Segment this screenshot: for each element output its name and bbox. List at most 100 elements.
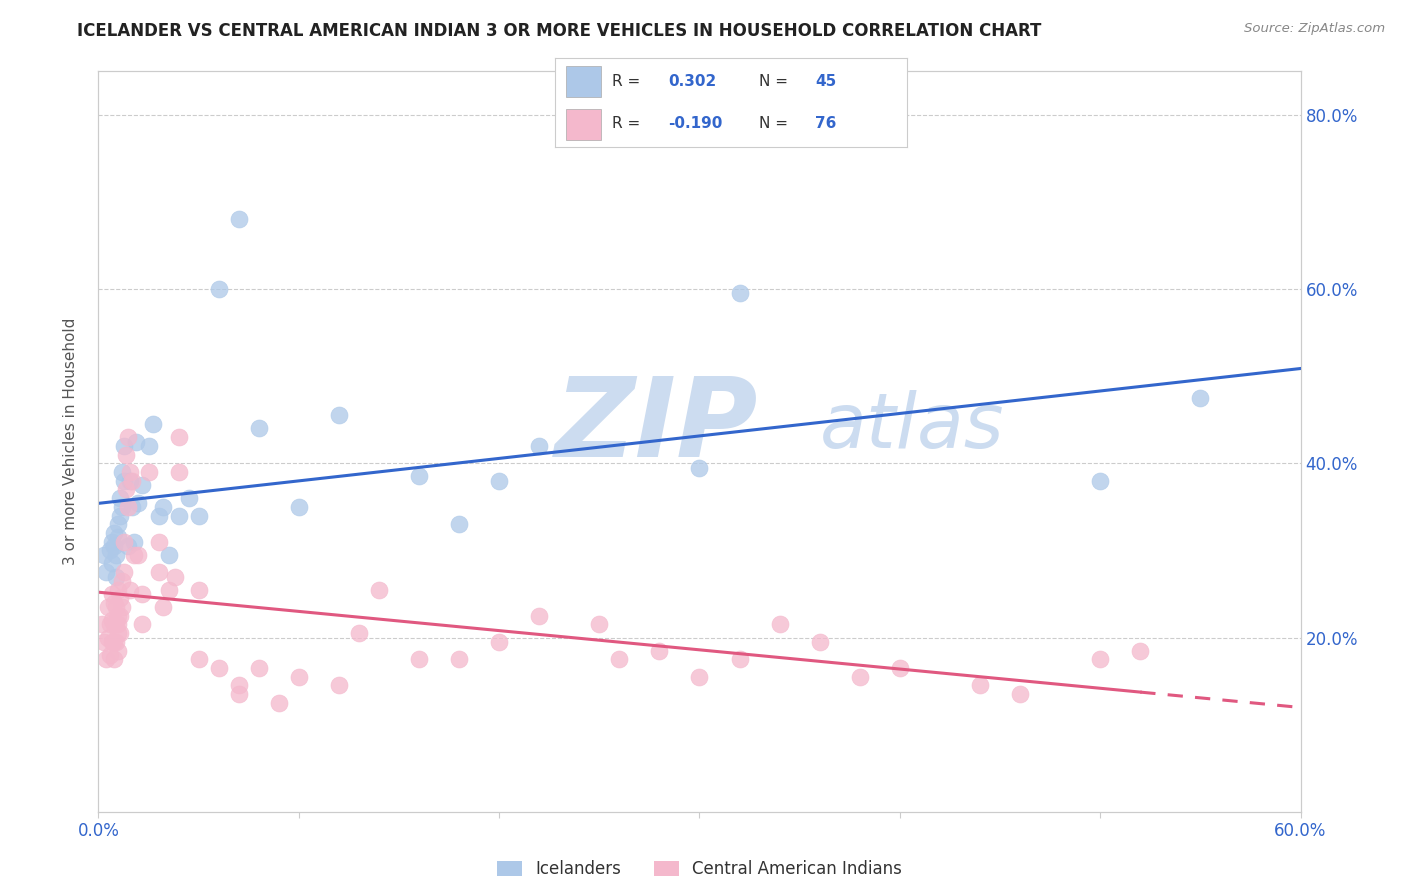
Text: ICELANDER VS CENTRAL AMERICAN INDIAN 3 OR MORE VEHICLES IN HOUSEHOLD CORRELATION: ICELANDER VS CENTRAL AMERICAN INDIAN 3 O… xyxy=(77,22,1042,40)
Point xyxy=(689,670,711,684)
Point xyxy=(115,448,138,462)
Point xyxy=(100,543,122,558)
Point xyxy=(103,526,125,541)
Point xyxy=(1088,474,1111,488)
Point xyxy=(267,696,290,710)
Point xyxy=(111,574,134,588)
Point xyxy=(103,539,125,553)
Point xyxy=(408,652,430,666)
Point xyxy=(1129,643,1152,657)
Point xyxy=(141,417,163,431)
Point xyxy=(529,608,551,623)
Point xyxy=(101,557,124,571)
Point xyxy=(187,508,209,523)
Point xyxy=(101,587,124,601)
Text: ZIP: ZIP xyxy=(555,373,759,480)
Point xyxy=(889,661,911,675)
Point xyxy=(111,600,134,615)
Point xyxy=(609,652,631,666)
Point xyxy=(103,617,125,632)
Point xyxy=(228,212,250,227)
Point xyxy=(689,460,711,475)
Point xyxy=(128,548,150,562)
Text: N =: N = xyxy=(759,74,793,88)
Point xyxy=(100,648,122,662)
Point xyxy=(101,613,124,627)
Point xyxy=(288,670,311,684)
Text: Source: ZipAtlas.com: Source: ZipAtlas.com xyxy=(1244,22,1385,36)
Point xyxy=(247,421,270,435)
Point xyxy=(488,474,510,488)
Point xyxy=(447,652,470,666)
Point xyxy=(128,495,150,509)
Point xyxy=(131,478,153,492)
Point xyxy=(728,652,751,666)
Point xyxy=(107,617,129,632)
Point xyxy=(187,652,209,666)
Point xyxy=(588,617,610,632)
Point xyxy=(103,596,125,610)
Point xyxy=(447,517,470,532)
Point xyxy=(328,409,350,423)
Point xyxy=(121,500,143,514)
Point xyxy=(228,678,250,692)
Point xyxy=(1189,391,1212,405)
Point xyxy=(120,474,142,488)
Point xyxy=(648,643,671,657)
Point xyxy=(157,582,180,597)
Point xyxy=(187,582,209,597)
Text: R =: R = xyxy=(612,74,645,88)
Point xyxy=(107,608,129,623)
Point xyxy=(107,517,129,532)
Point xyxy=(157,548,180,562)
Point xyxy=(93,548,115,562)
Text: R =: R = xyxy=(612,117,645,131)
Point xyxy=(228,687,250,701)
Text: 45: 45 xyxy=(815,74,837,88)
Point xyxy=(167,508,190,523)
Point xyxy=(117,539,139,553)
Point xyxy=(138,439,160,453)
Point xyxy=(103,652,125,666)
Point xyxy=(408,469,430,483)
Point xyxy=(111,465,134,479)
Point xyxy=(105,569,128,583)
Point xyxy=(138,465,160,479)
Point xyxy=(120,465,142,479)
Point xyxy=(488,635,510,649)
Point xyxy=(152,500,174,514)
Point xyxy=(114,534,136,549)
FancyBboxPatch shape xyxy=(565,66,602,97)
Point xyxy=(117,430,139,444)
Point xyxy=(124,534,146,549)
Point xyxy=(148,565,170,579)
Text: N =: N = xyxy=(759,117,793,131)
Point xyxy=(969,678,991,692)
Point xyxy=(152,600,174,615)
Point xyxy=(1088,652,1111,666)
Point xyxy=(105,600,128,615)
Point xyxy=(107,530,129,544)
Point xyxy=(808,635,831,649)
Point xyxy=(110,608,132,623)
Text: -0.190: -0.190 xyxy=(668,117,723,131)
Point xyxy=(101,635,124,649)
Point xyxy=(328,678,350,692)
Point xyxy=(111,500,134,514)
Point xyxy=(120,582,142,597)
Point xyxy=(114,439,136,453)
Point xyxy=(110,491,132,505)
Point xyxy=(96,652,118,666)
Point xyxy=(110,591,132,606)
Point xyxy=(115,483,138,497)
Point xyxy=(121,474,143,488)
Point xyxy=(91,617,114,632)
Text: 76: 76 xyxy=(815,117,837,131)
Point xyxy=(208,661,231,675)
Point xyxy=(93,635,115,649)
Point xyxy=(125,434,148,449)
Point xyxy=(347,626,370,640)
Point xyxy=(110,508,132,523)
Point xyxy=(107,582,129,597)
Point xyxy=(117,500,139,514)
